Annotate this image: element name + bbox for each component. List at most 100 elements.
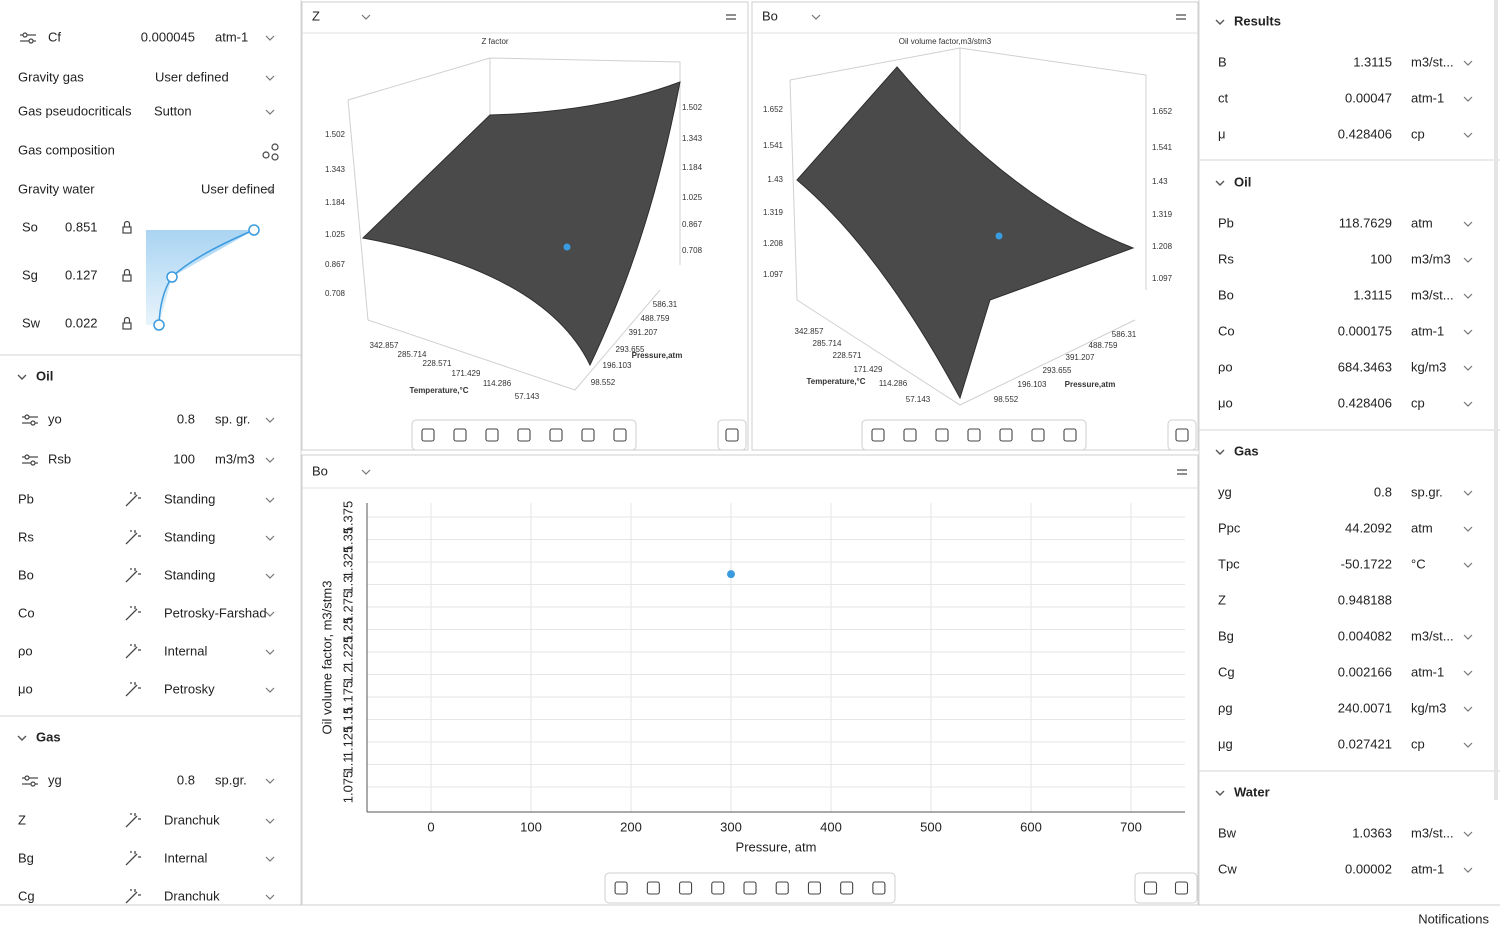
dropdown-chevron[interactable] — [265, 535, 275, 541]
dropdown-chevron[interactable] — [361, 14, 371, 20]
z-tick-label: 0.708 — [325, 289, 346, 298]
dropdown-chevron[interactable] — [1463, 634, 1473, 640]
wand-icon[interactable] — [125, 644, 141, 659]
toolbar-button[interactable] — [903, 428, 917, 442]
toolbar-button[interactable] — [613, 428, 627, 442]
dropdown-chevron[interactable] — [1463, 526, 1473, 532]
slider-icon[interactable] — [22, 454, 38, 466]
toolbar-button[interactable] — [1031, 428, 1045, 442]
toolbar-button[interactable] — [1174, 881, 1189, 895]
dropdown-chevron[interactable] — [265, 894, 275, 900]
toolbar-button[interactable] — [935, 428, 949, 442]
toolbar-button[interactable] — [614, 881, 628, 895]
dropdown-chevron[interactable] — [265, 35, 275, 41]
dropdown-chevron[interactable] — [1463, 742, 1473, 748]
wand-icon[interactable] — [125, 568, 141, 583]
wand-icon[interactable] — [125, 606, 141, 621]
dropdown-chevron[interactable] — [361, 469, 371, 475]
toolbar-button[interactable] — [711, 881, 725, 895]
saturation-handle[interactable] — [248, 224, 260, 236]
toolbar-button[interactable] — [871, 428, 885, 442]
dropdown-chevron[interactable] — [1463, 293, 1473, 299]
wand-icon[interactable] — [125, 889, 141, 904]
toolbar-button[interactable] — [1063, 428, 1077, 442]
toolbar-button[interactable] — [485, 428, 499, 442]
toolbar-button[interactable] — [581, 428, 595, 442]
dropdown-chevron[interactable] — [265, 457, 275, 463]
toolbar-button[interactable] — [840, 881, 854, 895]
toolbar-button[interactable] — [872, 881, 886, 895]
dropdown-chevron[interactable] — [1463, 60, 1473, 66]
toolbar-button[interactable] — [807, 881, 821, 895]
dropdown-chevron[interactable] — [1463, 96, 1473, 102]
panel-menu[interactable] — [1176, 14, 1186, 20]
dropdown-chevron[interactable] — [1463, 867, 1473, 873]
dropdown-chevron[interactable] — [265, 417, 275, 423]
wand-icon[interactable] — [125, 492, 141, 507]
param-label: Co — [18, 605, 35, 620]
toolbar-button[interactable] — [453, 428, 467, 442]
composition-button[interactable] — [262, 143, 279, 161]
dropdown-chevron[interactable] — [265, 818, 275, 824]
dropdown-chevron[interactable] — [1463, 329, 1473, 335]
dropdown-chevron[interactable] — [811, 14, 821, 20]
dropdown-chevron[interactable] — [1463, 706, 1473, 712]
section-toggle[interactable] — [17, 735, 27, 741]
dropdown-chevron[interactable] — [265, 649, 275, 655]
saturation-handle[interactable] — [166, 271, 178, 283]
lock-icon[interactable] — [122, 268, 132, 282]
toolbar-button[interactable] — [1175, 428, 1189, 442]
section-toggle[interactable] — [1215, 449, 1225, 455]
toolbar-button[interactable] — [646, 881, 660, 895]
dropdown-chevron[interactable] — [265, 611, 275, 617]
panel-menu[interactable] — [726, 14, 736, 20]
dropdown-chevron[interactable] — [265, 497, 275, 503]
notifications-button[interactable]: Notifications — [1418, 911, 1489, 926]
section-toggle[interactable] — [1215, 180, 1225, 186]
toolbar-button[interactable] — [999, 428, 1013, 442]
dropdown-chevron[interactable] — [1463, 670, 1473, 676]
dropdown-chevron[interactable] — [1463, 132, 1473, 138]
section-toggle[interactable] — [1215, 19, 1225, 25]
toolbar-button[interactable] — [1143, 881, 1158, 895]
lock-icon[interactable] — [122, 316, 132, 330]
panel-selector: Bo — [762, 8, 778, 23]
dropdown-chevron[interactable] — [265, 187, 275, 193]
wand-icon[interactable] — [125, 530, 141, 545]
lock-icon[interactable] — [122, 220, 132, 234]
toolbar-button[interactable] — [517, 428, 531, 442]
dropdown-chevron[interactable] — [1463, 221, 1473, 227]
dropdown-chevron[interactable] — [265, 75, 275, 81]
dropdown-chevron[interactable] — [1463, 401, 1473, 407]
dropdown-chevron[interactable] — [265, 778, 275, 784]
result-value: 0.000175 — [1338, 323, 1392, 338]
section-toggle[interactable] — [1215, 790, 1225, 796]
slider-icon[interactable] — [20, 32, 36, 44]
toolbar-button[interactable] — [775, 881, 789, 895]
dropdown-chevron[interactable] — [265, 573, 275, 579]
wand-icon[interactable] — [125, 851, 141, 866]
toolbar-button[interactable] — [967, 428, 981, 442]
slider-icon[interactable] — [22, 414, 38, 426]
dropdown-chevron[interactable] — [1463, 257, 1473, 263]
method-value: Internal — [164, 643, 207, 658]
dropdown-chevron[interactable] — [1463, 562, 1473, 568]
dropdown-chevron[interactable] — [1463, 831, 1473, 837]
panel-menu[interactable] — [1177, 469, 1187, 475]
toolbar-button[interactable] — [679, 881, 693, 895]
dropdown-chevron[interactable] — [265, 687, 275, 693]
dropdown-chevron[interactable] — [1463, 490, 1473, 496]
temperature-tick-label: 57.143 — [906, 395, 931, 404]
toolbar-button[interactable] — [421, 428, 435, 442]
dropdown-chevron[interactable] — [1463, 365, 1473, 371]
toolbar-button[interactable] — [549, 428, 563, 442]
dropdown-chevron[interactable] — [265, 109, 275, 115]
section-toggle[interactable] — [17, 374, 27, 380]
dropdown-chevron[interactable] — [265, 856, 275, 862]
slider-icon[interactable] — [22, 775, 38, 787]
toolbar-button[interactable] — [725, 428, 739, 442]
wand-icon[interactable] — [125, 682, 141, 697]
wand-icon[interactable] — [125, 813, 141, 828]
saturation-handle[interactable] — [153, 319, 165, 331]
toolbar-button[interactable] — [743, 881, 757, 895]
